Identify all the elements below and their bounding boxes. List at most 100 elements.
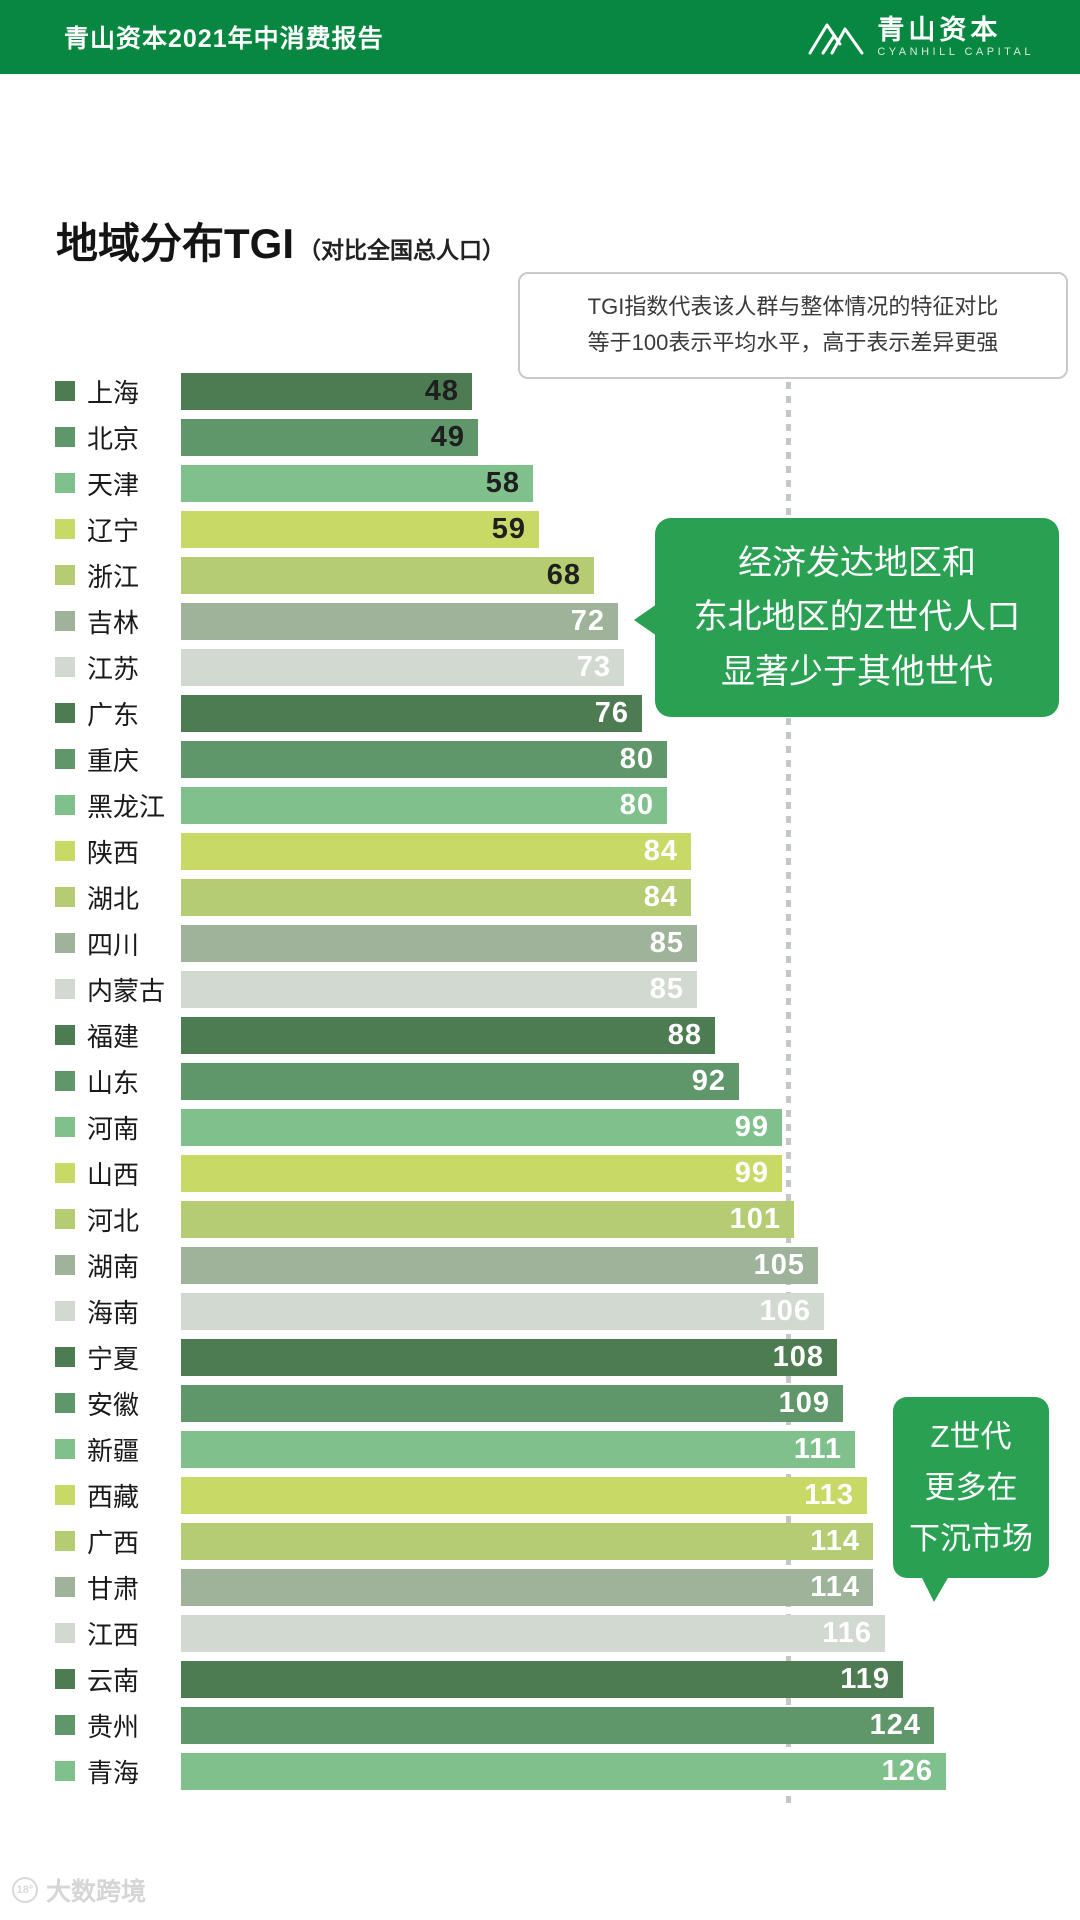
watermark-logo-icon: 18° <box>12 1877 38 1903</box>
tgi-value: 88 <box>667 1018 702 1051</box>
tgi-bar: 106 <box>181 1292 824 1330</box>
reference-line-100 <box>786 368 791 1810</box>
legend-square <box>55 381 75 401</box>
chart-row: 西藏 113 <box>55 1472 946 1518</box>
chart-row: 辽宁 59 <box>55 506 946 552</box>
chart-row: 河北 101 <box>55 1196 946 1242</box>
tgi-value: 101 <box>729 1202 781 1235</box>
province-label: 青海 <box>87 1757 140 1788</box>
logo-subtitle: CYANHILL CAPITAL <box>877 46 1034 59</box>
legend-square <box>55 1025 75 1045</box>
province-label: 吉林 <box>87 607 140 638</box>
tgi-bar: 116 <box>181 1614 885 1652</box>
tooltip-line-1: TGI指数代表该人群与整体情况的特征对比 <box>587 294 999 319</box>
tgi-bar: 114 <box>181 1568 873 1606</box>
tgi-value: 84 <box>643 880 678 913</box>
chart-row: 吉林 72 <box>55 598 946 644</box>
chart-row: 天津 58 <box>55 460 946 506</box>
tgi-value: 76 <box>594 696 629 729</box>
chart-row: 黑龙江 80 <box>55 782 946 828</box>
province-label: 天津 <box>87 469 140 500</box>
tgi-value: 119 <box>840 1662 890 1695</box>
legend-square <box>55 887 75 907</box>
chart-row: 海南 106 <box>55 1288 946 1334</box>
tgi-value: 85 <box>649 926 684 959</box>
legend-square <box>55 795 75 815</box>
chart-row: 江西 116 <box>55 1610 946 1656</box>
tgi-bar: 99 <box>181 1154 782 1192</box>
legend-square <box>55 1393 75 1413</box>
chart-row: 重庆 80 <box>55 736 946 782</box>
province-label: 湖北 <box>87 883 140 914</box>
province-label: 黑龙江 <box>87 791 166 822</box>
tgi-bar: 105 <box>181 1246 818 1284</box>
tgi-bar: 111 <box>181 1430 855 1468</box>
province-label: 辽宁 <box>87 515 140 546</box>
province-label: 陕西 <box>87 837 140 868</box>
logo-name: 青山资本 <box>877 15 1002 46</box>
chart-row: 福建 88 <box>55 1012 946 1058</box>
province-label: 湖南 <box>87 1251 140 1282</box>
tgi-bar: 126 <box>181 1752 946 1790</box>
tgi-bar: 48 <box>181 372 472 410</box>
tooltip-line-2: 等于100表示平均水平，高于表示差异更强 <box>587 330 999 356</box>
province-label: 广西 <box>87 1527 140 1558</box>
province-label: 海南 <box>87 1297 140 1328</box>
tgi-bar: 85 <box>181 924 697 962</box>
province-label: 广东 <box>87 699 140 730</box>
chart-row: 湖北 84 <box>55 874 946 920</box>
province-label: 四川 <box>87 929 140 960</box>
logo-text: 青山资本 CYANHILL CAPITAL <box>877 15 1034 59</box>
tgi-bar: 58 <box>181 464 533 502</box>
province-label: 安徽 <box>87 1389 140 1420</box>
legend-square <box>55 1485 75 1505</box>
province-label: 山东 <box>87 1067 140 1098</box>
legend-square <box>55 749 75 769</box>
chart-row: 山东 92 <box>55 1058 946 1104</box>
tgi-bar: 73 <box>181 648 624 686</box>
annotation-bubble-developed-regions: 经济发达地区和 东北地区的Z世代人口 显著少于其他世代 <box>634 518 1059 718</box>
chart-row: 贵州 124 <box>55 1702 946 1748</box>
province-label: 北京 <box>87 423 140 454</box>
legend-square <box>55 841 75 861</box>
tgi-value: 111 <box>793 1432 842 1465</box>
tgi-value: 48 <box>424 374 459 407</box>
chart-row: 陕西 84 <box>55 828 946 874</box>
tgi-value: 58 <box>485 466 520 499</box>
province-label: 甘肃 <box>87 1573 140 1604</box>
chart-row: 山西 99 <box>55 1150 946 1196</box>
legend-square <box>55 427 75 447</box>
chart-row: 湖南 105 <box>55 1242 946 1288</box>
province-label: 江苏 <box>87 653 140 684</box>
bubble1-line-3: 显著少于其他世代 <box>721 652 993 691</box>
legend-square <box>55 473 75 493</box>
tgi-definition-tooltip: TGI指数代表该人群与整体情况的特征对比 等于100表示平均水平，高于表示差异更… <box>518 272 1068 379</box>
chart-row: 安徽 109 <box>55 1380 946 1426</box>
chart-row: 广东 76 <box>55 690 946 736</box>
legend-square <box>55 703 75 723</box>
chart-row: 宁夏 108 <box>55 1334 946 1380</box>
chart-row: 四川 85 <box>55 920 946 966</box>
tgi-bar: 101 <box>181 1200 794 1238</box>
tgi-value: 126 <box>881 1754 933 1787</box>
tgi-bar: 114 <box>181 1522 873 1560</box>
tgi-bar: 92 <box>181 1062 739 1100</box>
legend-square <box>55 933 75 953</box>
province-label: 江西 <box>87 1619 140 1650</box>
mountain-logo-icon <box>808 23 864 55</box>
province-label: 贵州 <box>87 1711 140 1742</box>
province-label: 西藏 <box>87 1481 140 1512</box>
tgi-bar: 124 <box>181 1706 934 1744</box>
legend-square <box>55 565 75 585</box>
legend-square <box>55 1163 75 1183</box>
tgi-value: 99 <box>734 1156 769 1189</box>
tgi-value: 116 <box>822 1616 872 1649</box>
tgi-bar: 88 <box>181 1016 715 1054</box>
bubble2-line-2: 更多在 <box>924 1470 1018 1506</box>
tgi-bar: 84 <box>181 832 691 870</box>
chart-row: 江苏 73 <box>55 644 946 690</box>
province-label: 内蒙古 <box>87 975 166 1006</box>
chart-row: 广西 114 <box>55 1518 946 1564</box>
tgi-value: 80 <box>619 788 654 821</box>
